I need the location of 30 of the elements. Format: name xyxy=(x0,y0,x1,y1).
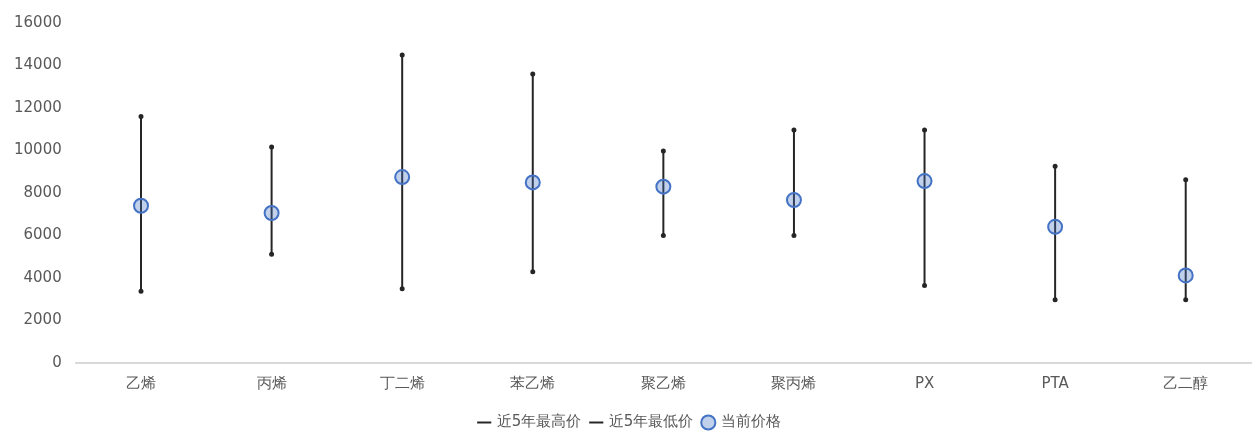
y-tick-label: 14000 xyxy=(14,55,62,74)
point xyxy=(133,197,150,214)
legend-label: 当前价格 xyxy=(720,412,781,431)
legend-label: 近5年最低价 xyxy=(608,412,694,431)
point xyxy=(1047,218,1064,235)
legend-label: 近5年最高价 xyxy=(496,412,582,431)
point xyxy=(524,174,541,191)
point xyxy=(394,169,411,186)
y-tick-label: 12000 xyxy=(14,97,62,116)
x-tick-label: 乙烯 xyxy=(126,373,157,392)
x-tick-label: PTA xyxy=(1041,373,1070,392)
y-tick-label: 2000 xyxy=(23,310,62,329)
y-tick-label: 16000 xyxy=(14,12,62,31)
y-tick-label: 6000 xyxy=(23,225,62,244)
point xyxy=(1177,267,1194,284)
y-tick-label: 10000 xyxy=(14,140,62,159)
y-tick-label: 8000 xyxy=(23,182,62,201)
x-tick-label: 苯乙烯 xyxy=(510,373,556,392)
x-tick-label: 乙二醇 xyxy=(1163,373,1209,392)
x-tick-label: 丁二烯 xyxy=(379,373,425,392)
y-tick-label: 4000 xyxy=(23,267,62,286)
y-tick-label: 0 xyxy=(52,352,62,371)
point xyxy=(655,178,672,195)
x-tick-label: 聚丙烯 xyxy=(771,373,817,392)
x-tick-label: 聚乙烯 xyxy=(640,373,686,392)
point xyxy=(785,192,802,209)
x-tick-label: 丙烯 xyxy=(256,373,287,392)
point xyxy=(916,173,933,190)
point xyxy=(263,204,280,221)
x-tick-label: PX xyxy=(914,373,935,392)
